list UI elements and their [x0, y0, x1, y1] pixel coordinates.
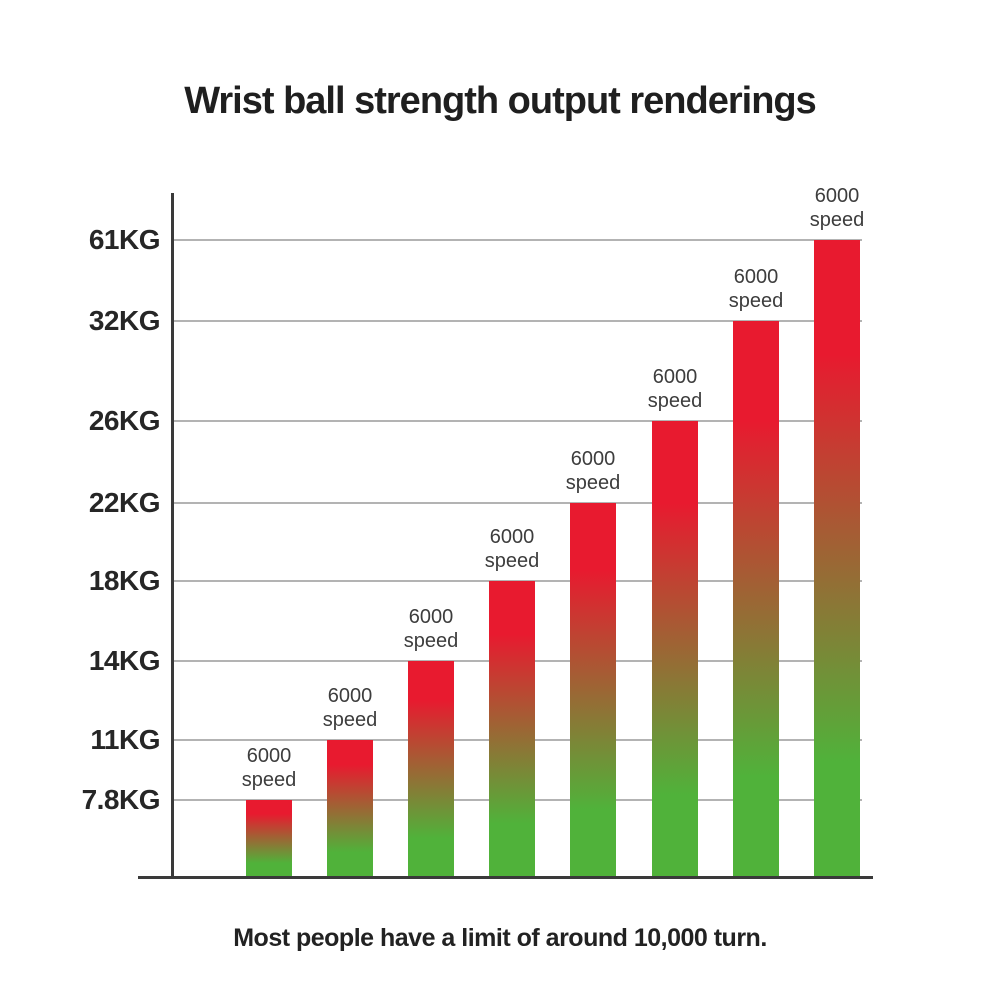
bar	[489, 581, 535, 877]
y-tick-label: 14KG	[88, 645, 161, 676]
bar-value-label-line: 6000	[489, 526, 535, 548]
bar-value-label-line: speed	[403, 630, 459, 652]
bar	[814, 240, 860, 877]
y-tick-label: 26KG	[88, 405, 161, 436]
y-tick-label: 22KG	[88, 487, 161, 518]
y-tick-label: 32KG	[88, 305, 161, 336]
bar-value-label-line: speed	[565, 472, 621, 494]
x-axis-line	[138, 876, 873, 879]
gridline	[173, 502, 862, 504]
bar	[733, 321, 779, 877]
bar-value-label-line: speed	[647, 390, 703, 412]
bar	[570, 503, 616, 877]
bar-value-label-line: 6000	[570, 448, 616, 470]
bar	[408, 661, 454, 877]
y-tick-label: 7.8KG	[81, 784, 161, 815]
bar-value-label: 6000 speed	[533, 447, 653, 495]
y-tick-label: 11KG	[90, 724, 160, 755]
bar-value-label-line: 6000	[733, 266, 779, 288]
bar-value-label-line: 6000	[327, 685, 373, 707]
bar-value-label-line: speed	[728, 290, 784, 312]
bar-value-label-line: 6000	[814, 185, 860, 207]
y-tick-label: 61KG	[88, 224, 161, 255]
bar-value-label: 6000 speed	[371, 605, 491, 653]
bar	[246, 800, 292, 877]
bar-value-label-line: speed	[484, 550, 540, 572]
bar-value-label-line: speed	[322, 709, 378, 731]
gridline	[173, 420, 862, 422]
bar-value-label: 6000 speed	[615, 365, 735, 413]
bar-value-label-line: 6000	[652, 366, 698, 388]
bar-value-label: 6000 speed	[452, 525, 572, 573]
gridline	[173, 239, 862, 241]
y-axis-line	[171, 193, 174, 879]
bar-value-label: 6000 speed	[777, 184, 897, 232]
y-tick-label: 18KG	[88, 565, 161, 596]
bar-value-label: 6000 speed	[290, 684, 410, 732]
bar-value-label-line: speed	[241, 769, 297, 791]
bar	[327, 740, 373, 877]
gridline	[173, 320, 862, 322]
bar-value-label: 6000 speed	[209, 744, 329, 792]
bar-value-label-line: 6000	[408, 606, 454, 628]
chart-title: Wrist ball strength output renderings	[184, 80, 817, 122]
chart-caption: Most people have a limit of around 10,00…	[233, 924, 767, 952]
bar-value-label: 6000 speed	[696, 265, 816, 313]
bar-value-label-line: speed	[809, 209, 865, 231]
bar-value-label-line: 6000	[246, 745, 292, 767]
bar	[652, 421, 698, 877]
